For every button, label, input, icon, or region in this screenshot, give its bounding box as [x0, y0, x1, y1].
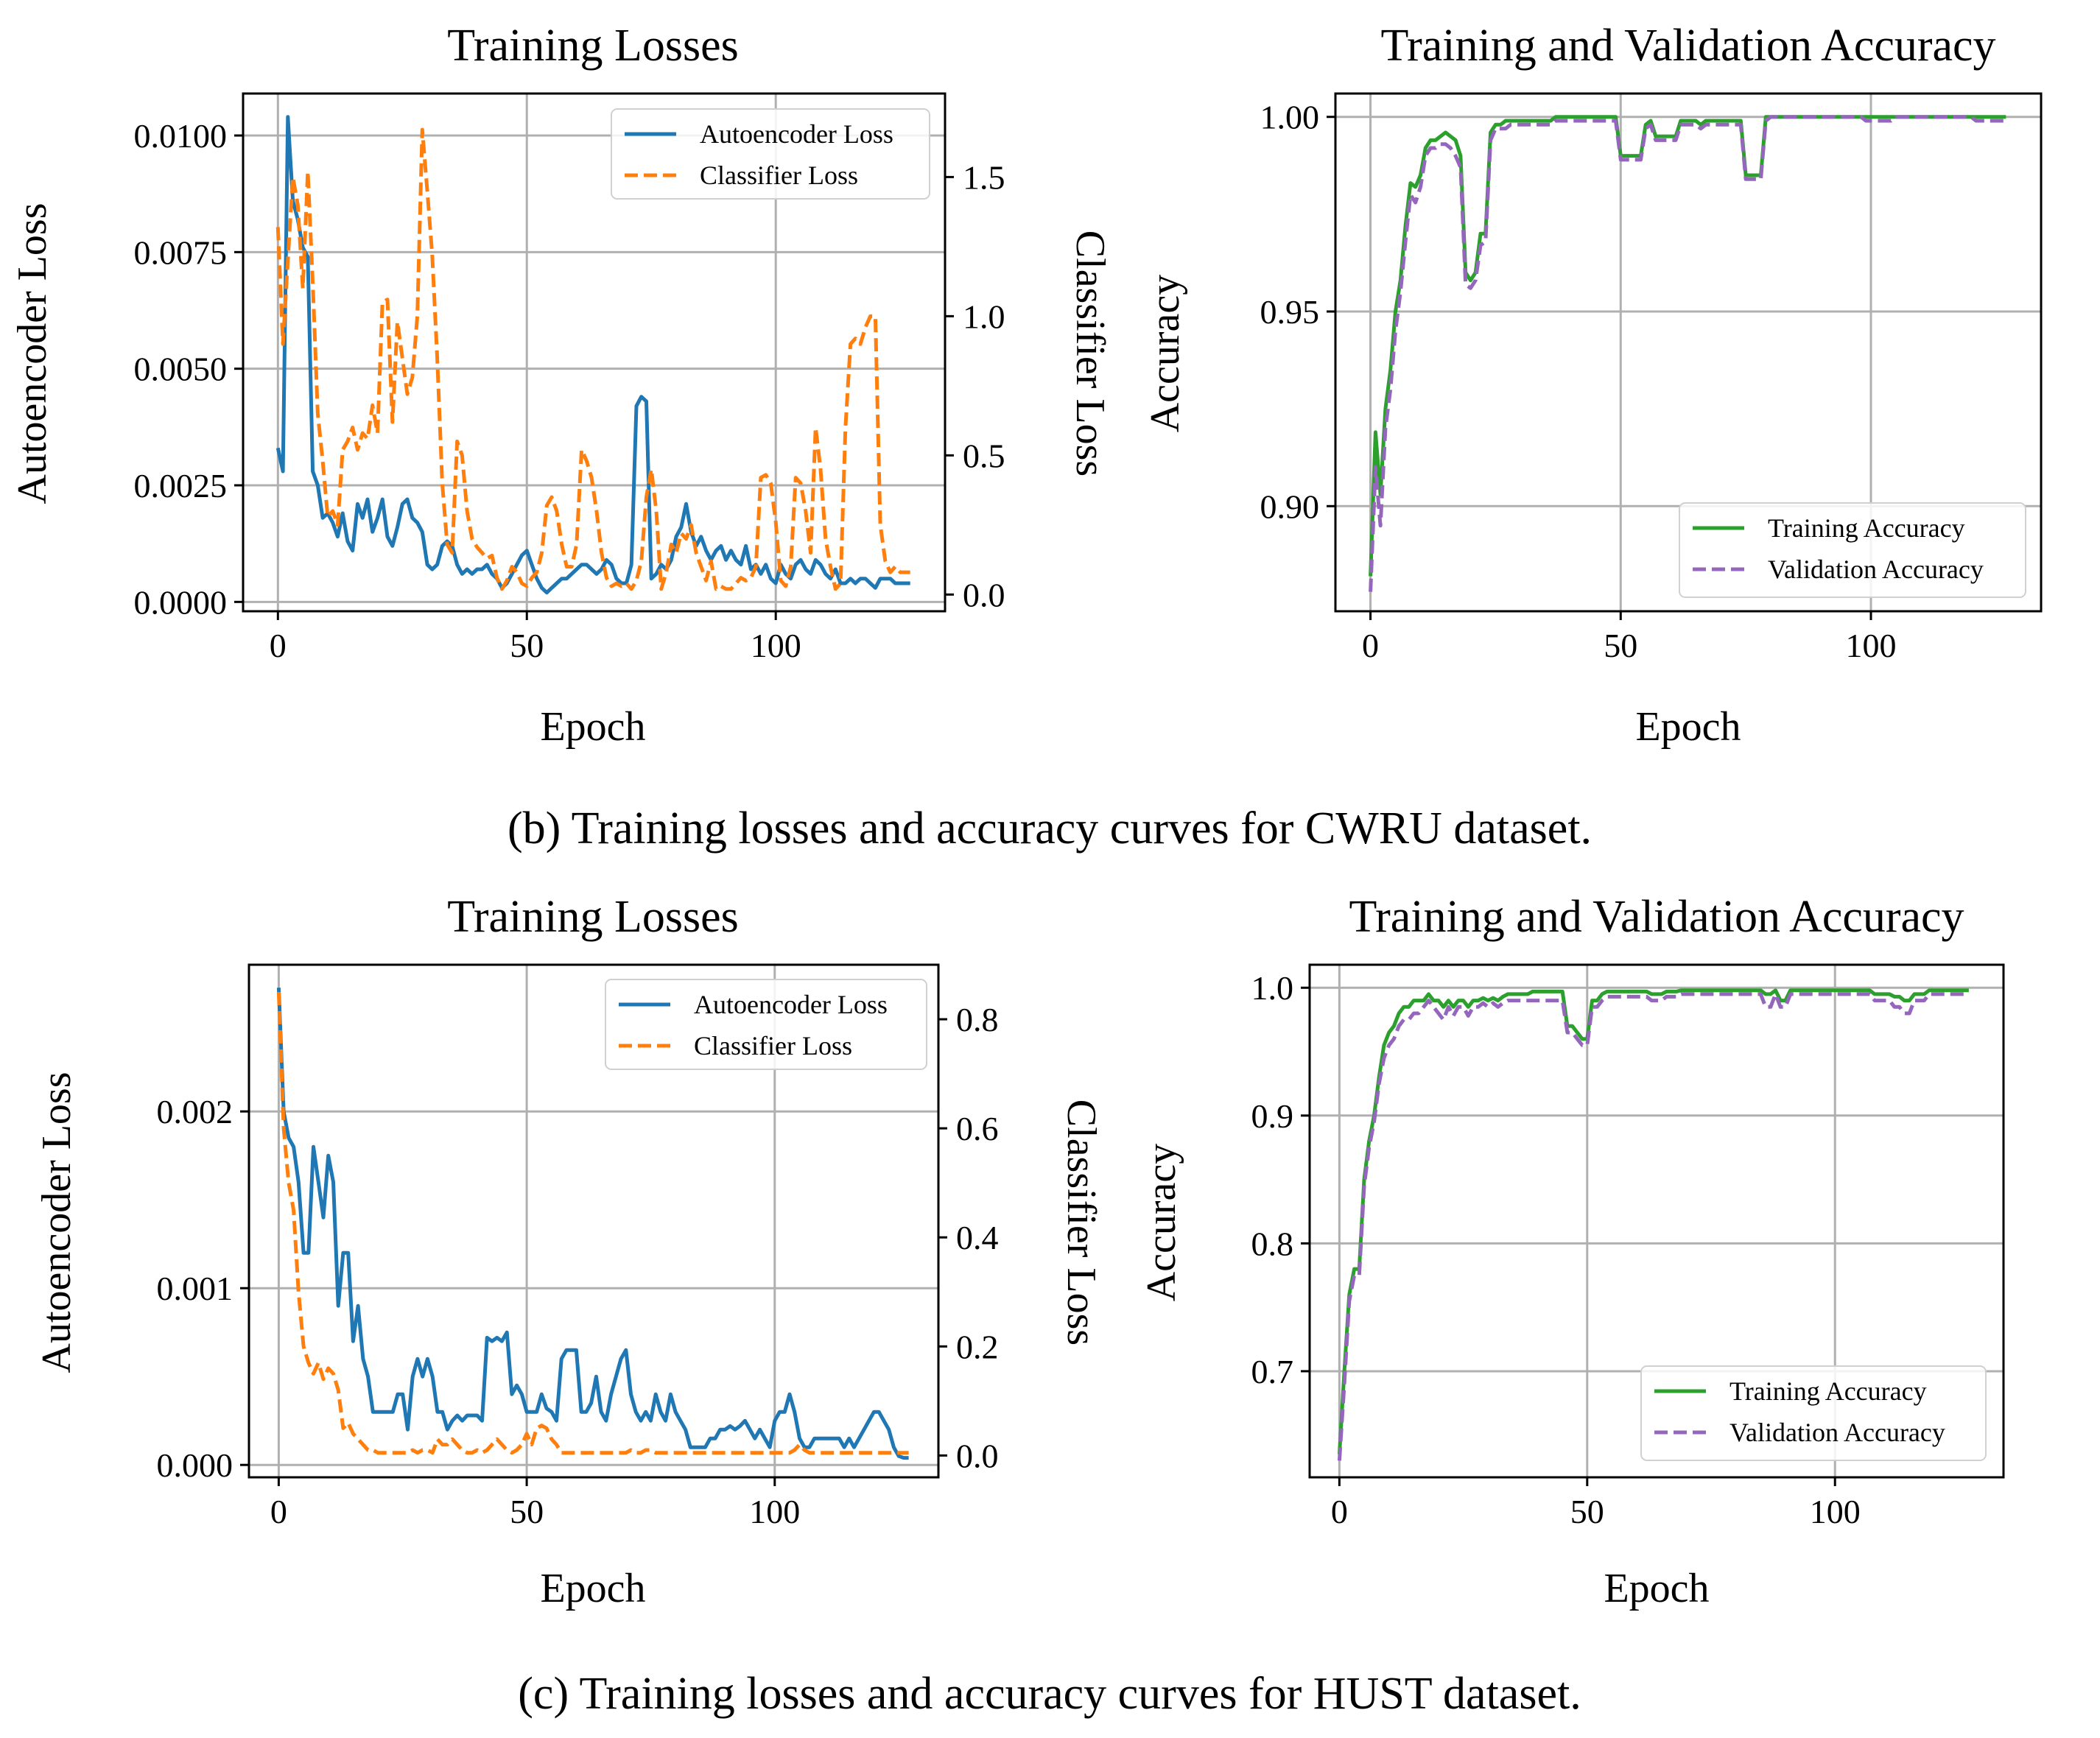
legend-label: Training Accuracy — [1768, 513, 1965, 543]
chart-title: Training Losses — [447, 21, 739, 71]
legend-box — [605, 979, 927, 1070]
y-tick-label: 0.0100 — [134, 117, 228, 155]
x-tick-label: 0 — [1331, 1493, 1348, 1530]
y-tick-label: 0.001 — [157, 1270, 233, 1307]
cwru-accuracy-chart: 0 50 100 0.90 0.95 1.00 Training and Validatio… — [1142, 21, 2043, 750]
axes-frame — [242, 92, 947, 613]
axes-frame — [247, 963, 940, 1479]
y-tick-label: 0.0025 — [134, 467, 228, 504]
y-tick-label: 1.0 — [1251, 969, 1294, 1007]
hust-accuracy-chart: 0 50 100 0.7 0.8 0.9 1.0 Training and Validatio… — [1139, 892, 2005, 1611]
x-tick-label: 100 — [1810, 1493, 1861, 1530]
legend-box — [1679, 502, 2026, 598]
y2-tick-label: 1.5 — [963, 158, 1005, 196]
y-tick-label: 0.7 — [1251, 1353, 1294, 1390]
y-tick-label: 0.0075 — [134, 233, 228, 271]
legend-label: Classifier Loss — [694, 1031, 852, 1060]
legend-box — [1640, 1365, 1987, 1461]
series-line-classifier-loss — [276, 991, 909, 1455]
legend-label: Validation Accuracy — [1729, 1418, 1945, 1447]
y-tick-label: 0.9 — [1251, 1097, 1294, 1135]
x-tick-label: 0 — [1362, 627, 1379, 664]
y-axis-label: Autoencoder Loss — [10, 203, 55, 504]
caption-cwru: (b) Training losses and accuracy curves … — [508, 803, 1592, 854]
y-tick-label: 0.0050 — [134, 351, 228, 388]
y2-tick-label: 0.0 — [963, 576, 1005, 613]
x-tick-label: 50 — [510, 627, 544, 664]
legend-label: Validation Accuracy — [1768, 555, 1984, 584]
hust-losses-chart: 0 50 100 0.000 0.001 0.002 0.0 0.2 0.4 0.6 0.8 Trai… — [34, 892, 1104, 1611]
cwru-losses-chart: 0 50 100 0.0000 0.0025 0.0050 0.0075 0.0100 0.0 0… — [10, 21, 1113, 750]
y2-tick-label: 0.6 — [956, 1110, 999, 1147]
y2-tick-label: 0.4 — [956, 1219, 999, 1256]
chart-title: Training Losses — [447, 892, 739, 942]
x-tick-label: 100 — [751, 627, 801, 664]
y-tick-label: 0.0000 — [134, 583, 228, 621]
x-tick-label: 50 — [1570, 1493, 1604, 1530]
series-line-autoencoder-loss — [275, 115, 910, 595]
x-axis-label: Epoch — [540, 1566, 645, 1611]
legend-label: Autoencoder Loss — [700, 119, 893, 149]
y-tick-label: 0.95 — [1260, 293, 1320, 331]
x-tick-label: 100 — [749, 1493, 800, 1530]
series-line-validation-accuracy — [1369, 115, 2006, 592]
y-axis-label: Accuracy — [1142, 275, 1188, 433]
x-tick-label: 100 — [1845, 627, 1896, 664]
y-tick-label: 0.000 — [157, 1446, 233, 1484]
legend-label: Autoencoder Loss — [694, 990, 888, 1019]
legend-label: Training Accuracy — [1729, 1376, 1927, 1406]
legend-box — [611, 108, 930, 200]
chart-title: Training and Validation Accuracy — [1349, 892, 1964, 942]
y-tick-label: 0.8 — [1251, 1225, 1294, 1262]
x-tick-label: 0 — [270, 1493, 287, 1530]
series-line-autoencoder-loss — [276, 988, 909, 1460]
y-axis-label: Autoencoder Loss — [34, 1072, 80, 1373]
x-tick-label: 50 — [1604, 627, 1637, 664]
y2-axis-label: Classifier Loss — [1067, 231, 1113, 476]
caption-hust: (c) Training losses and accuracy curves … — [518, 1669, 1581, 1719]
axes-frame — [1334, 92, 2043, 613]
series-line-validation-accuracy — [1337, 992, 1969, 1461]
legend-label: Classifier Loss — [700, 161, 858, 190]
y-tick-label: 0.002 — [157, 1093, 233, 1130]
series-line-classifier-loss — [275, 127, 910, 591]
x-axis-label: Epoch — [540, 704, 645, 750]
y2-tick-label: 0.2 — [956, 1328, 999, 1365]
y2-tick-label: 0.8 — [956, 1001, 999, 1038]
x-tick-label: 50 — [510, 1493, 544, 1530]
x-axis-label: Epoch — [1604, 1566, 1709, 1611]
y-tick-label: 1.00 — [1260, 99, 1320, 136]
y2-axis-label: Classifier Loss — [1058, 1100, 1104, 1345]
y2-tick-label: 0.5 — [963, 437, 1005, 474]
x-axis-label: Epoch — [1635, 704, 1741, 750]
y2-tick-label: 0.0 — [956, 1437, 999, 1474]
chart-title: Training and Validation Accuracy — [1380, 21, 1995, 71]
y-tick-label: 0.90 — [1260, 488, 1320, 525]
x-tick-label: 0 — [270, 627, 287, 664]
axes-frame — [1308, 963, 2005, 1479]
y-axis-label: Accuracy — [1139, 1144, 1184, 1302]
series-line-training-accuracy — [1337, 988, 1969, 1454]
y2-tick-label: 1.0 — [963, 298, 1005, 335]
